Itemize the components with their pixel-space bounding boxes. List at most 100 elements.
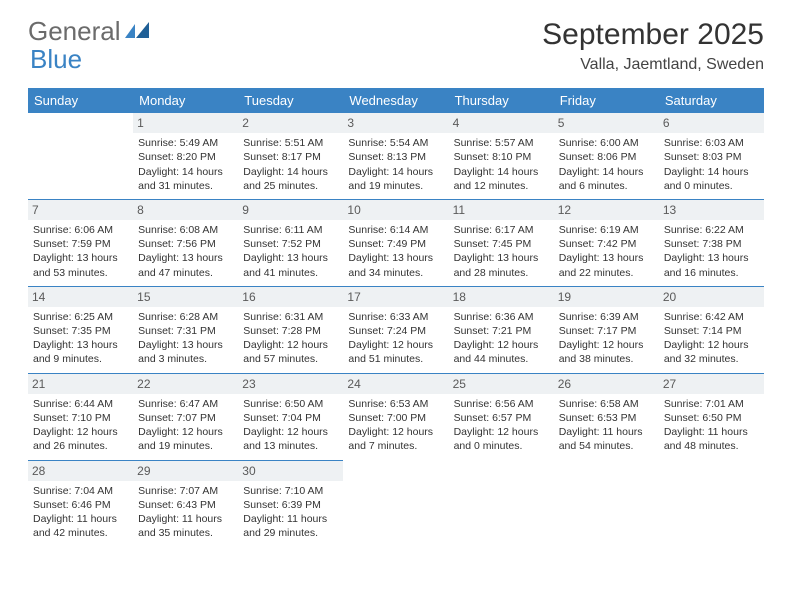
weekday-header: Friday: [554, 88, 659, 113]
calendar-day-cell: [554, 460, 659, 546]
weekday-header: Wednesday: [343, 88, 448, 113]
day-number: 2: [238, 113, 343, 133]
sunset-text: Sunset: 7:45 PM: [454, 237, 549, 251]
calendar-day-cell: 5Sunrise: 6:00 AMSunset: 8:06 PMDaylight…: [554, 113, 659, 199]
day-number: 13: [659, 200, 764, 220]
sunset-text: Sunset: 7:17 PM: [559, 324, 654, 338]
daylight-text: Daylight: 14 hours and 25 minutes.: [243, 165, 338, 193]
sunset-text: Sunset: 6:46 PM: [33, 498, 128, 512]
calendar-day-cell: 8Sunrise: 6:08 AMSunset: 7:56 PMDaylight…: [133, 199, 238, 286]
sunrise-text: Sunrise: 6:33 AM: [348, 310, 443, 324]
sunrise-text: Sunrise: 5:54 AM: [348, 136, 443, 150]
calendar-day-cell: 15Sunrise: 6:28 AMSunset: 7:31 PMDayligh…: [133, 286, 238, 373]
daylight-text: Daylight: 11 hours and 35 minutes.: [138, 512, 233, 540]
daylight-text: Daylight: 12 hours and 44 minutes.: [454, 338, 549, 366]
sunrise-text: Sunrise: 6:47 AM: [138, 397, 233, 411]
sunset-text: Sunset: 6:39 PM: [243, 498, 338, 512]
sunrise-text: Sunrise: 6:50 AM: [243, 397, 338, 411]
day-number: 26: [554, 374, 659, 394]
calendar-day-cell: 1 Sunrise: 5:49 AMSunset: 8:20 PMDaylight…: [133, 113, 238, 199]
calendar-table: Sunday Monday Tuesday Wednesday Thursday…: [28, 88, 764, 546]
calendar-day-cell: [449, 460, 554, 546]
sunset-text: Sunset: 6:57 PM: [454, 411, 549, 425]
daylight-text: Daylight: 14 hours and 31 minutes.: [138, 165, 233, 193]
sunset-text: Sunset: 7:42 PM: [559, 237, 654, 251]
sunrise-text: Sunrise: 6:44 AM: [33, 397, 128, 411]
daylight-text: Daylight: 12 hours and 0 minutes.: [454, 425, 549, 453]
calendar-day-cell: 28Sunrise: 7:04 AMSunset: 6:46 PMDayligh…: [28, 460, 133, 546]
sunrise-text: Sunrise: 7:01 AM: [664, 397, 759, 411]
daylight-text: Daylight: 14 hours and 6 minutes.: [559, 165, 654, 193]
day-number: 15: [133, 287, 238, 307]
sunrise-text: Sunrise: 6:00 AM: [559, 136, 654, 150]
sunset-text: Sunset: 7:21 PM: [454, 324, 549, 338]
sunset-text: Sunset: 8:20 PM: [138, 150, 233, 164]
calendar-day-cell: 26Sunrise: 6:58 AMSunset: 6:53 PMDayligh…: [554, 373, 659, 460]
sunset-text: Sunset: 6:43 PM: [138, 498, 233, 512]
day-number: 20: [659, 287, 764, 307]
daylight-text: Daylight: 14 hours and 12 minutes.: [454, 165, 549, 193]
sunset-text: Sunset: 8:17 PM: [243, 150, 338, 164]
brand-word-2: Blue: [30, 44, 82, 75]
day-number: 8: [133, 200, 238, 220]
daylight-text: Daylight: 12 hours and 26 minutes.: [33, 425, 128, 453]
daylight-text: Daylight: 11 hours and 54 minutes.: [559, 425, 654, 453]
sunrise-text: Sunrise: 6:28 AM: [138, 310, 233, 324]
daylight-text: Daylight: 12 hours and 13 minutes.: [243, 425, 338, 453]
sunrise-text: Sunrise: 6:17 AM: [454, 223, 549, 237]
daylight-text: Daylight: 12 hours and 38 minutes.: [559, 338, 654, 366]
weekday-header: Thursday: [449, 88, 554, 113]
day-number: 28: [28, 461, 133, 481]
calendar-day-cell: [28, 113, 133, 199]
sunrise-text: Sunrise: 7:10 AM: [243, 484, 338, 498]
calendar-day-cell: 16Sunrise: 6:31 AMSunset: 7:28 PMDayligh…: [238, 286, 343, 373]
day-number: 23: [238, 374, 343, 394]
sunrise-text: Sunrise: 6:58 AM: [559, 397, 654, 411]
calendar-week-row: 28Sunrise: 7:04 AMSunset: 6:46 PMDayligh…: [28, 460, 764, 546]
daylight-text: Daylight: 13 hours and 22 minutes.: [559, 251, 654, 279]
daylight-text: Daylight: 13 hours and 9 minutes.: [33, 338, 128, 366]
weekday-header: Tuesday: [238, 88, 343, 113]
calendar-day-cell: 25Sunrise: 6:56 AMSunset: 6:57 PMDayligh…: [449, 373, 554, 460]
calendar-day-cell: 21Sunrise: 6:44 AMSunset: 7:10 PMDayligh…: [28, 373, 133, 460]
day-number: 3: [343, 113, 448, 133]
calendar-week-row: 14Sunrise: 6:25 AMSunset: 7:35 PMDayligh…: [28, 286, 764, 373]
day-number: 12: [554, 200, 659, 220]
sunrise-text: Sunrise: 6:53 AM: [348, 397, 443, 411]
sunrise-text: Sunrise: 6:22 AM: [664, 223, 759, 237]
sunset-text: Sunset: 8:10 PM: [454, 150, 549, 164]
sunset-text: Sunset: 7:49 PM: [348, 237, 443, 251]
daylight-text: Daylight: 11 hours and 48 minutes.: [664, 425, 759, 453]
sunrise-text: Sunrise: 6:39 AM: [559, 310, 654, 324]
sunrise-text: Sunrise: 7:07 AM: [138, 484, 233, 498]
day-number: 25: [449, 374, 554, 394]
sunrise-text: Sunrise: 5:57 AM: [454, 136, 549, 150]
sunrise-text: Sunrise: 6:36 AM: [454, 310, 549, 324]
day-number: 29: [133, 461, 238, 481]
sunrise-text: Sunrise: 6:14 AM: [348, 223, 443, 237]
daylight-text: Daylight: 11 hours and 42 minutes.: [33, 512, 128, 540]
header: General September 2025 Valla, Jaemtland,…: [28, 18, 764, 74]
daylight-text: Daylight: 13 hours and 34 minutes.: [348, 251, 443, 279]
calendar-day-cell: 10Sunrise: 6:14 AMSunset: 7:49 PMDayligh…: [343, 199, 448, 286]
daylight-text: Daylight: 12 hours and 32 minutes.: [664, 338, 759, 366]
daylight-text: Daylight: 14 hours and 0 minutes.: [664, 165, 759, 193]
daylight-text: Daylight: 12 hours and 57 minutes.: [243, 338, 338, 366]
sunset-text: Sunset: 7:14 PM: [664, 324, 759, 338]
sunset-text: Sunset: 7:24 PM: [348, 324, 443, 338]
sunrise-text: Sunrise: 6:25 AM: [33, 310, 128, 324]
calendar-day-cell: 11Sunrise: 6:17 AMSunset: 7:45 PMDayligh…: [449, 199, 554, 286]
brand-logo-icon: [125, 18, 153, 44]
day-number: 17: [343, 287, 448, 307]
day-number: 1: [133, 113, 238, 133]
day-number: 18: [449, 287, 554, 307]
sunset-text: Sunset: 7:56 PM: [138, 237, 233, 251]
calendar-day-cell: 12Sunrise: 6:19 AMSunset: 7:42 PMDayligh…: [554, 199, 659, 286]
day-number: 22: [133, 374, 238, 394]
calendar-day-cell: 2Sunrise: 5:51 AMSunset: 8:17 PMDaylight…: [238, 113, 343, 199]
sunset-text: Sunset: 7:59 PM: [33, 237, 128, 251]
sunrise-text: Sunrise: 5:49 AM: [138, 136, 233, 150]
day-number: 24: [343, 374, 448, 394]
day-number: 7: [28, 200, 133, 220]
calendar-day-cell: 22Sunrise: 6:47 AMSunset: 7:07 PMDayligh…: [133, 373, 238, 460]
